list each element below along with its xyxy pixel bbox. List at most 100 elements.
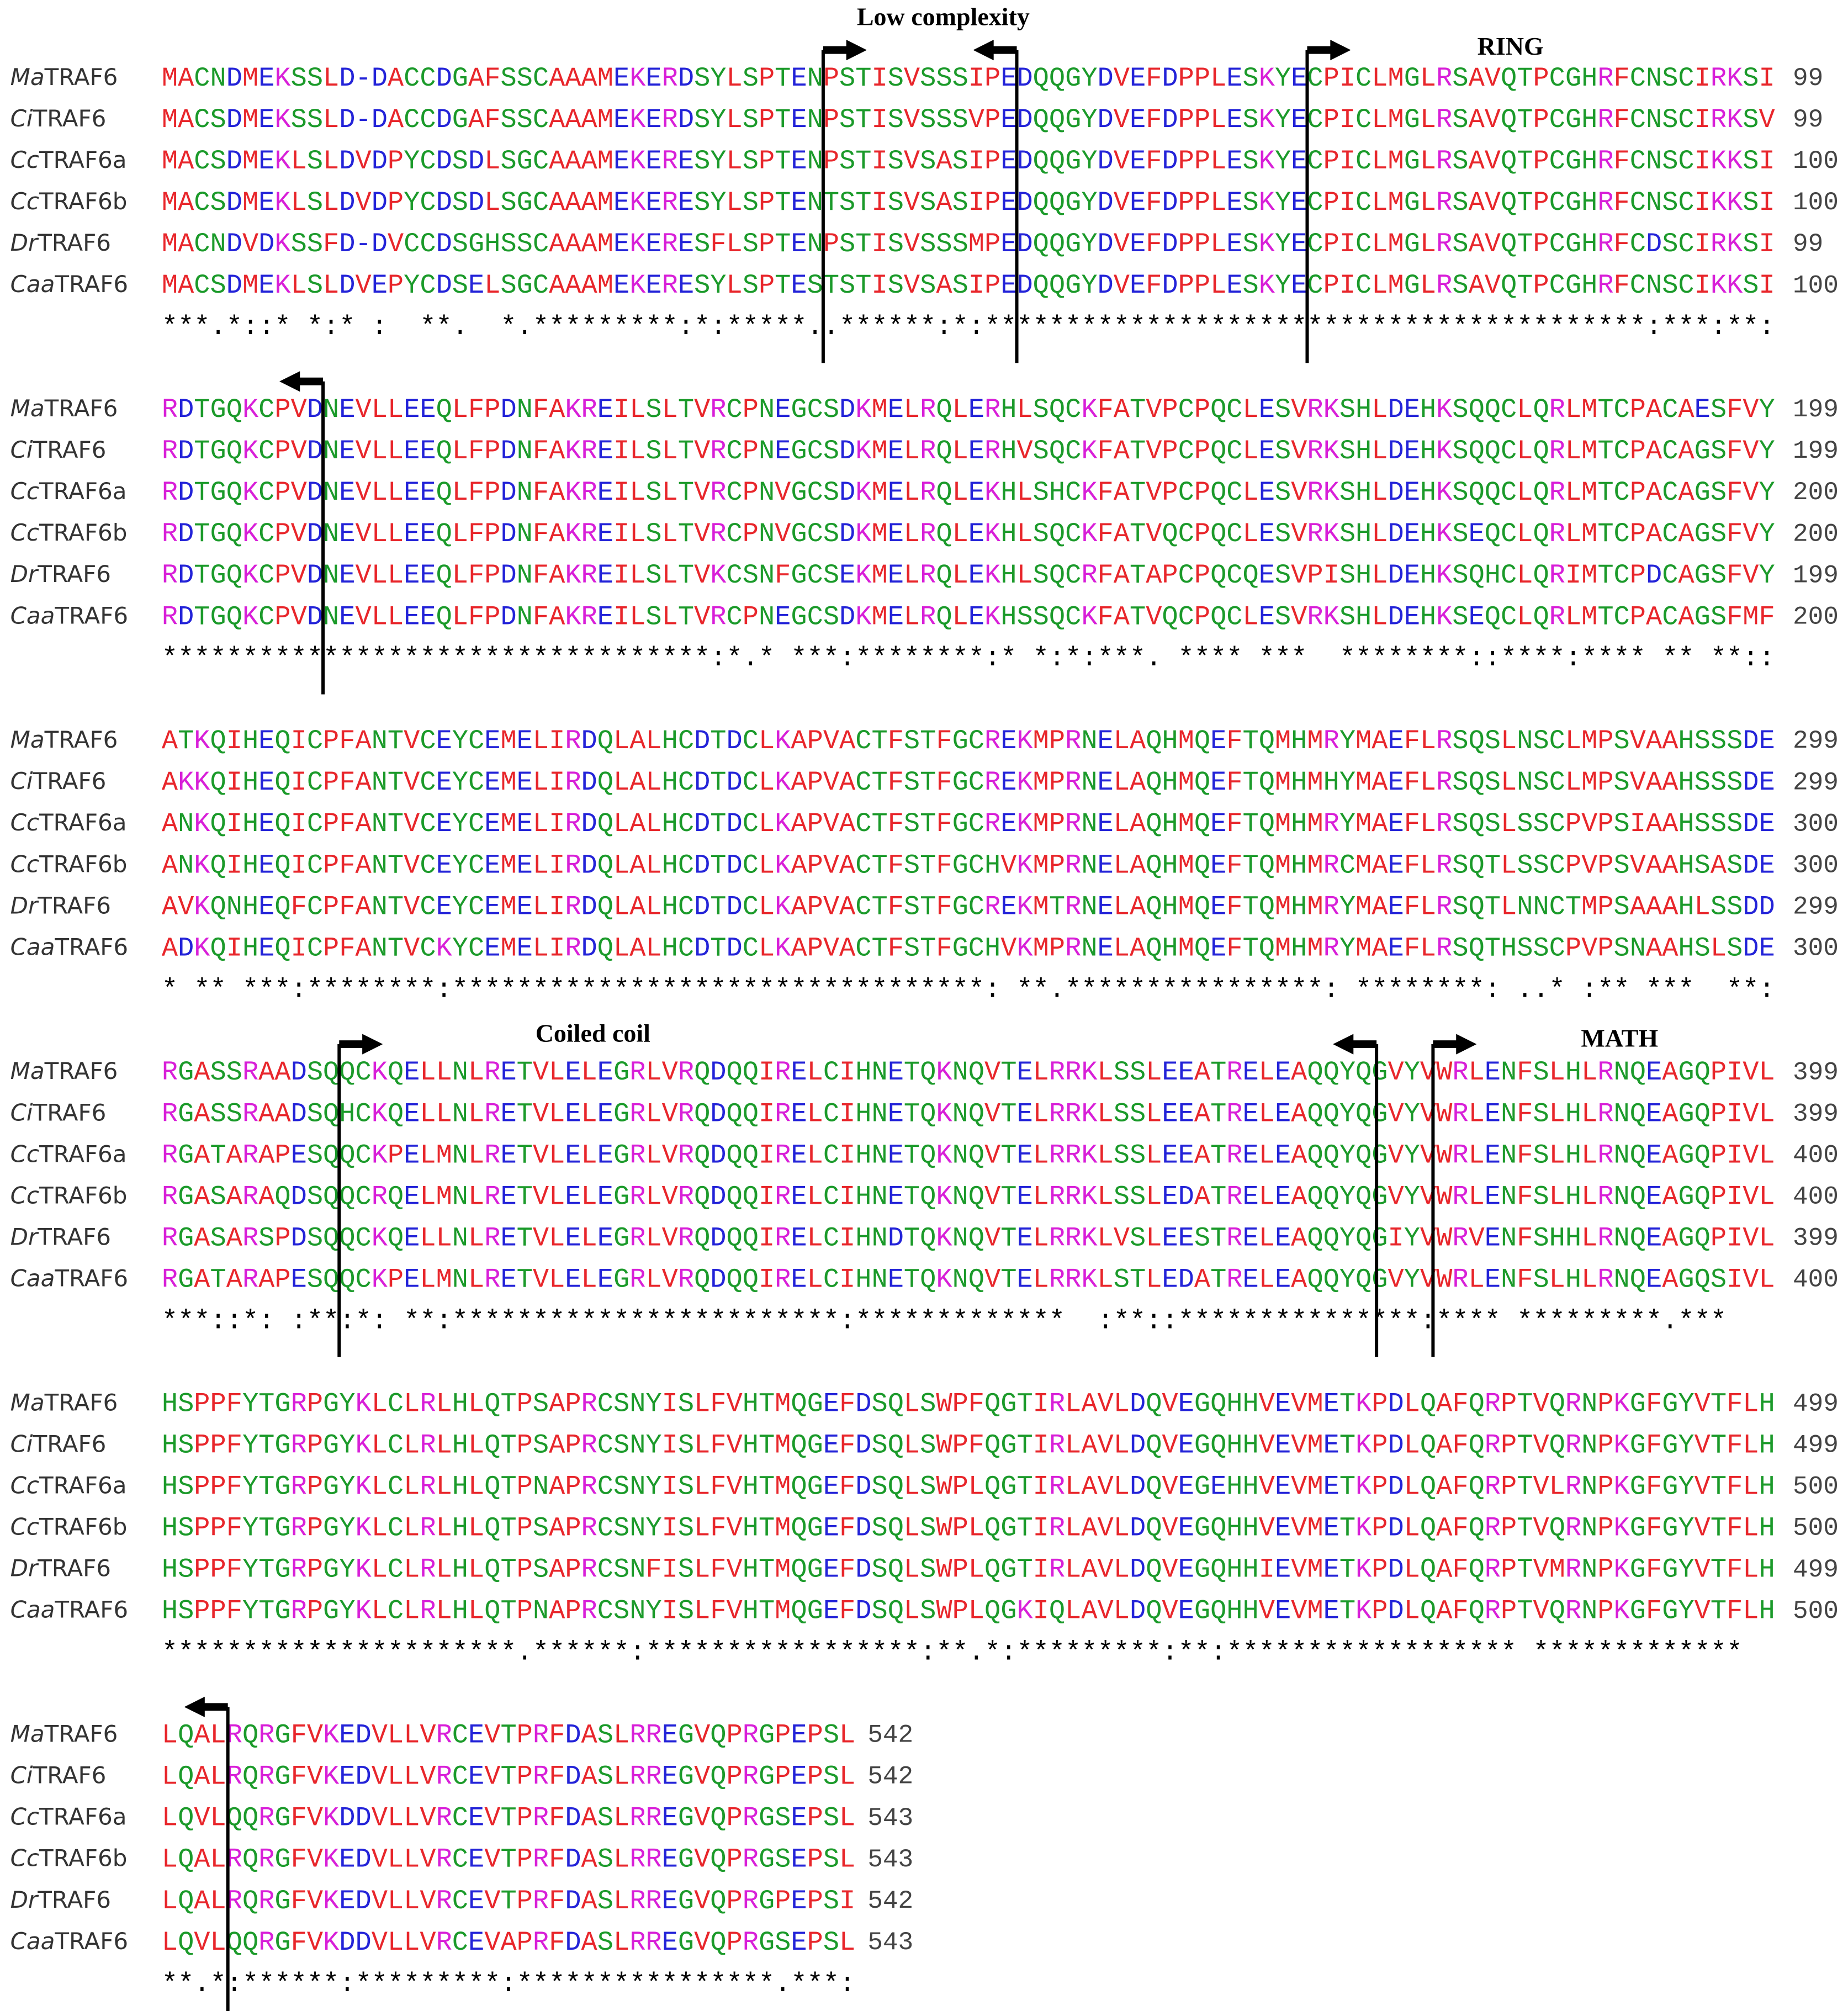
residue: E	[1000, 63, 1016, 94]
residue: L	[759, 726, 775, 756]
residue: Q	[743, 1057, 759, 1088]
residue: P	[823, 229, 839, 260]
residue: C	[678, 850, 694, 881]
residue: Q	[968, 1223, 984, 1253]
residue: D	[1162, 187, 1178, 218]
residue: A	[791, 850, 807, 881]
residue: Q	[1501, 187, 1517, 218]
residue: C	[1355, 187, 1372, 218]
residue: E	[484, 808, 500, 839]
residue: C	[807, 560, 823, 591]
residue: T	[1243, 850, 1259, 881]
end-position: 200	[1793, 602, 1839, 631]
residue: K	[194, 933, 210, 964]
residue: V	[307, 1844, 323, 1875]
residue: A	[226, 1181, 243, 1212]
residue: R	[565, 933, 581, 964]
residue: L	[452, 436, 468, 467]
residue: G	[1065, 270, 1081, 301]
residue: L	[1114, 808, 1130, 839]
residue: S	[823, 436, 839, 467]
residue: P	[952, 1554, 968, 1585]
residue: R	[1485, 1554, 1501, 1585]
residue: V	[533, 1057, 549, 1088]
residue: A	[565, 229, 581, 260]
residue: H	[1678, 933, 1694, 964]
residue: T	[775, 187, 791, 218]
residue: I	[549, 808, 565, 839]
residue: C	[194, 146, 210, 177]
residue: E	[1291, 146, 1307, 177]
residue: C	[727, 560, 743, 591]
residue: E	[484, 850, 500, 881]
residue: I	[1339, 187, 1355, 218]
residue: K	[323, 1802, 340, 1833]
residue: L	[1759, 1181, 1775, 1212]
residue: R	[984, 808, 1000, 839]
residue: D	[178, 394, 194, 425]
residue: V	[1695, 1596, 1711, 1627]
residue: S	[1517, 933, 1533, 964]
residue: R	[629, 1140, 645, 1171]
residue: R	[1436, 229, 1452, 260]
residue: A	[162, 891, 178, 922]
residue: E	[420, 394, 436, 425]
residue: H	[855, 1140, 871, 1171]
conservation: ***::*: :**:*: **:**********************…	[162, 1305, 1727, 1336]
residue: L	[388, 1719, 404, 1750]
residue: E	[1243, 1181, 1259, 1212]
residue: L	[436, 1388, 452, 1419]
species: Caa	[10, 933, 55, 960]
residue: K	[323, 1927, 340, 1958]
residue: E	[597, 560, 613, 591]
residue: K	[1016, 933, 1033, 964]
residue: S	[1711, 477, 1727, 508]
residue: D	[436, 104, 452, 135]
residue: Q	[597, 767, 613, 798]
residue: K	[178, 767, 194, 798]
species: Ci	[10, 768, 33, 795]
residue: I	[549, 767, 565, 798]
residue: D	[1162, 63, 1178, 94]
residue: V	[984, 1057, 1000, 1088]
residue: D	[710, 1098, 726, 1129]
residue: A	[178, 63, 194, 94]
residue: Q	[242, 1719, 258, 1750]
residue: S	[1533, 767, 1549, 798]
residue: T	[1243, 891, 1259, 922]
residue: K	[565, 518, 581, 549]
residue: H	[162, 1430, 178, 1460]
residue: D	[372, 104, 388, 135]
residue: L	[436, 1223, 452, 1253]
residue: E	[1275, 1596, 1291, 1627]
residue: G	[1565, 63, 1581, 94]
residue: S	[1452, 767, 1468, 798]
residue: C	[1501, 436, 1517, 467]
residue: G	[1662, 1471, 1678, 1502]
residue: D	[226, 270, 242, 301]
residue: K	[1323, 436, 1340, 467]
residue: P	[274, 518, 290, 549]
residue: Q	[1194, 767, 1210, 798]
residue: A	[1662, 1223, 1678, 1253]
residue: E	[1226, 270, 1242, 301]
residue: V	[694, 1927, 710, 1958]
residue: D	[226, 187, 242, 218]
residue: Q	[1162, 518, 1178, 549]
residue: T	[1000, 1098, 1016, 1129]
residue: R	[162, 1181, 178, 1212]
residue: H	[855, 1098, 871, 1129]
residue: S	[1695, 808, 1711, 839]
residue: R	[1452, 1181, 1468, 1212]
residue: D	[839, 601, 855, 632]
residue: S	[1711, 1264, 1727, 1295]
residue: D	[1178, 1181, 1194, 1212]
residue: N	[452, 1140, 468, 1171]
residue: A	[274, 1057, 291, 1088]
residue: R	[1597, 1223, 1613, 1253]
residue: I	[759, 1223, 775, 1253]
residue: V	[420, 1802, 436, 1833]
residue: D	[436, 63, 452, 94]
residue: Q	[1307, 1057, 1323, 1088]
